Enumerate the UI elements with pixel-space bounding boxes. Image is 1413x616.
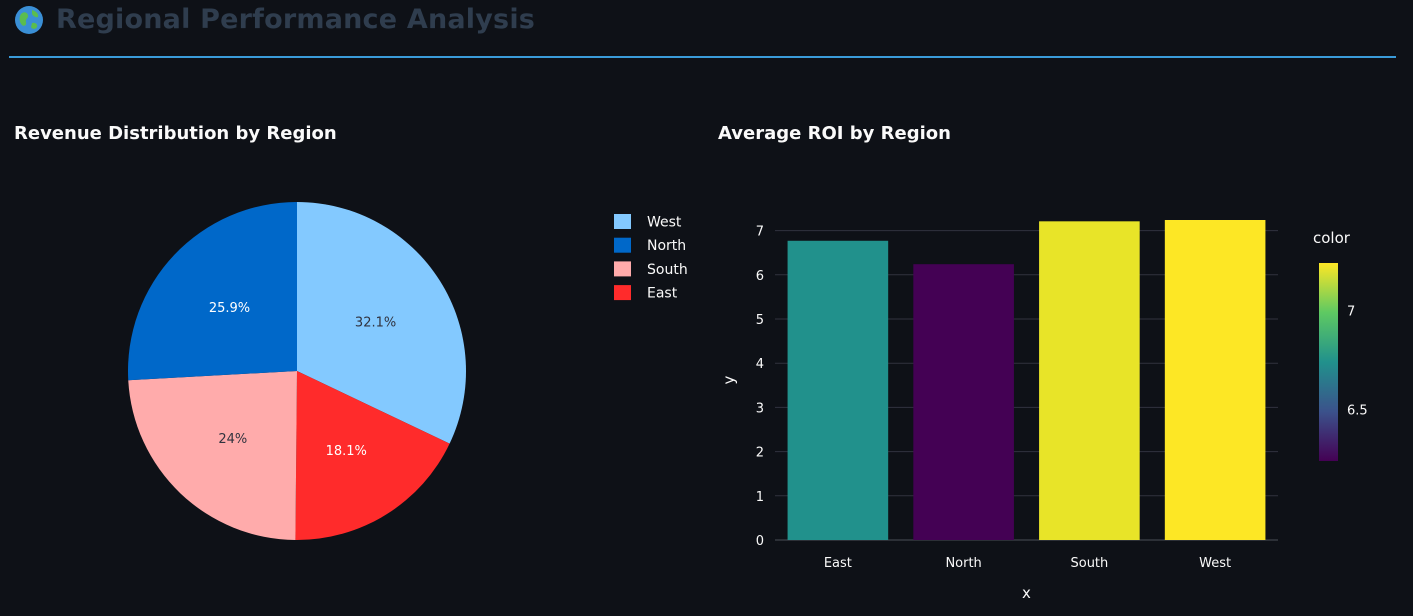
y-tick-label: 6 <box>756 269 764 284</box>
legend-label-north[interactable]: North <box>647 238 686 254</box>
legend-label-south[interactable]: South <box>647 262 688 278</box>
pie-slice-north[interactable] <box>128 202 297 381</box>
pie-label-west: 32.1% <box>355 315 396 330</box>
header-divider <box>9 56 1396 58</box>
page-header: Regional Performance Analysis <box>14 4 535 35</box>
legend-swatch-west[interactable] <box>614 214 631 229</box>
colorbar: color 6.5 7 <box>1313 229 1368 461</box>
y-tick-label: 2 <box>756 446 764 461</box>
y-tick-label: 1 <box>756 490 764 505</box>
pie-slice-west[interactable] <box>297 202 467 444</box>
legend-swatch-north[interactable] <box>614 237 631 253</box>
pie-label-south: 24% <box>218 432 247 447</box>
pie-chart[interactable]: 32.1% 18.1% 24% 25.9% <box>128 202 467 540</box>
colorbar-gradient <box>1319 263 1338 461</box>
bar-section-title: Average ROI by Region <box>718 123 951 144</box>
legend-label-west[interactable]: West <box>647 215 682 231</box>
bar-south[interactable] <box>1039 221 1140 540</box>
colorbar-tick-label: 7 <box>1347 305 1355 320</box>
x-axis-title: x <box>1022 584 1031 602</box>
bar-chart[interactable]: 0 1 2 3 4 5 6 7 East North South West x y <box>720 220 1278 602</box>
bar-west[interactable] <box>1164 220 1266 540</box>
pie-legend[interactable]: West North South East <box>614 214 688 302</box>
legend-swatch-south[interactable] <box>614 261 631 277</box>
y-tick-label: 7 <box>756 225 764 240</box>
pie-slice-east[interactable] <box>295 371 450 540</box>
x-tick-label: East <box>824 556 852 571</box>
pie-label-east: 18.1% <box>326 444 367 459</box>
pie-section-title: Revenue Distribution by Region <box>14 123 337 144</box>
bar-east[interactable] <box>787 240 889 540</box>
legend-label-east[interactable]: East <box>647 286 678 302</box>
x-tick-label: South <box>1070 556 1108 571</box>
pie-label-north: 25.9% <box>209 301 250 316</box>
pie-slice-south[interactable] <box>128 371 297 540</box>
y-tick-label: 3 <box>756 401 764 416</box>
globe-icon <box>15 5 43 34</box>
page-title: Regional Performance Analysis <box>56 4 536 35</box>
y-tick-label: 0 <box>756 534 764 549</box>
bar-north[interactable] <box>913 264 1014 540</box>
y-tick-label: 4 <box>756 357 764 372</box>
colorbar-title: color <box>1313 229 1351 247</box>
x-tick-label: North <box>945 556 981 571</box>
legend-swatch-east[interactable] <box>614 285 631 301</box>
y-axis-title: y <box>720 375 738 384</box>
colorbar-tick-label: 6.5 <box>1347 404 1368 419</box>
x-tick-label: West <box>1199 556 1231 571</box>
y-tick-label: 5 <box>756 313 764 328</box>
